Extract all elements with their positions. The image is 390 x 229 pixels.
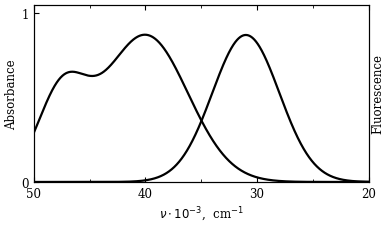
Y-axis label: Fluorescence: Fluorescence: [371, 54, 385, 134]
Y-axis label: Absorbance: Absorbance: [5, 59, 19, 129]
X-axis label: $\nu\cdot10^{-3}$,  cm$^{-1}$: $\nu\cdot10^{-3}$, cm$^{-1}$: [159, 205, 244, 224]
